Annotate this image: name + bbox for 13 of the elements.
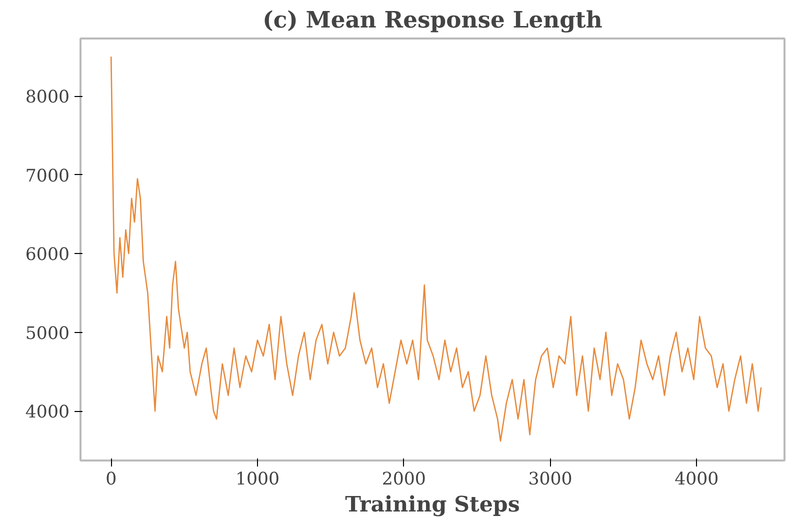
- y-tick-label: 4000: [25, 402, 70, 423]
- line-series: [110, 56, 762, 442]
- x-tick-label: 2000: [382, 470, 426, 490]
- x-tick-label: 4000: [674, 470, 719, 490]
- y-tick-label: 5000: [25, 324, 70, 344]
- y-tick-label: 7000: [25, 166, 70, 186]
- y-tick-label: 6000: [25, 245, 70, 266]
- x-tick-label: 1000: [235, 470, 280, 490]
- x-tick-label: 0: [106, 470, 117, 490]
- x-tick-label: 3000: [528, 470, 572, 490]
- chart-title: (c) Mean Response Length: [262, 8, 602, 34]
- y-tick-label: 8000: [25, 88, 70, 108]
- x-axis-title: Training Steps: [345, 492, 520, 518]
